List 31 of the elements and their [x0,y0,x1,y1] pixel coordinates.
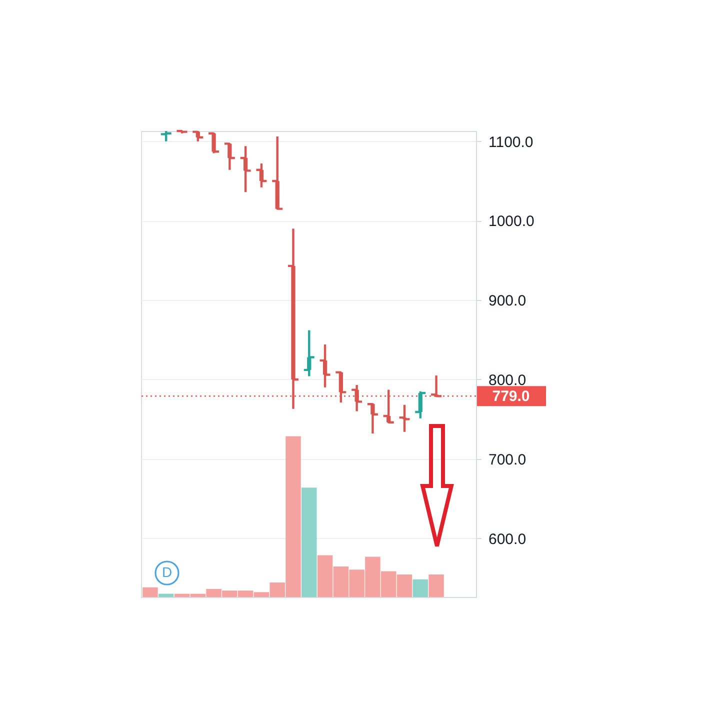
annotation: D [162,564,172,580]
candlestick [398,404,411,433]
candlestick [334,371,348,404]
candlestick [160,130,172,142]
bar [412,579,428,597]
candlestick [430,374,443,398]
candlestick [255,162,268,188]
candlestick [286,228,300,410]
candlestick [207,131,220,154]
y-tick-label: 900.0 [488,292,526,310]
candlestick [192,130,204,142]
candlestick [223,142,236,171]
candlestick [414,390,427,420]
candlestick [271,135,284,211]
bar [158,594,174,597]
bar [428,574,444,597]
candlestick [239,144,252,194]
ref-line-label: 779.0 [492,388,530,406]
y-tick-label: 1100.0 [488,134,534,151]
bar [302,488,317,597]
y-tick-label: 600.0 [488,530,526,548]
candlestick [318,343,332,389]
candlestick [176,130,188,134]
candlestick [350,384,364,412]
y-tick-label: 700.0 [488,451,526,468]
y-tick-label: 800.0 [488,372,526,389]
candlestick [382,388,395,424]
y-tick-label: 1000.0 [488,213,534,230]
candlestick [302,329,316,378]
bar [142,587,158,597]
candlestick [366,402,380,435]
